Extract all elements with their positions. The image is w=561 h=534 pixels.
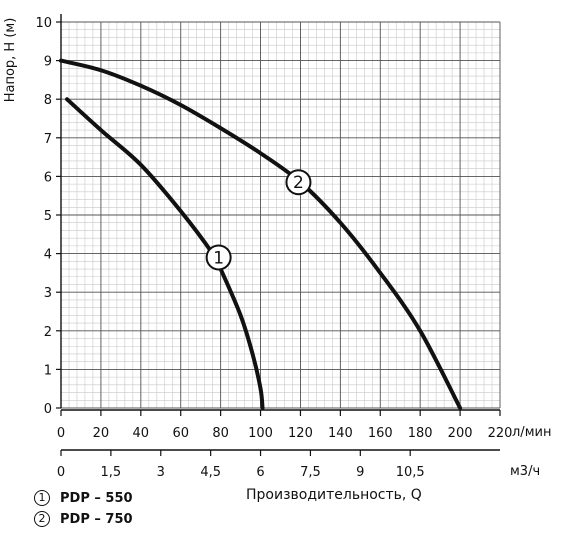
x-tick-lmin-label: 60 — [172, 426, 189, 441]
x-tick-m3h-label: 7,5 — [300, 465, 321, 480]
x-tick-m3h-label: 3 — [157, 465, 165, 480]
legend-item-1: 1 PDP – 550 — [34, 488, 133, 508]
y-tick-label: 3 — [44, 286, 52, 301]
x-tick-lmin-label: 80 — [212, 426, 229, 441]
x-tick-lmin-label: 120 — [288, 426, 313, 441]
curve-marker-label-2: 2 — [293, 173, 304, 193]
labels: 12 — [205, 169, 312, 271]
curve-marker-2 — [285, 169, 312, 196]
legend-marker-2: 2 — [34, 511, 50, 527]
x-tick-lmin-label: 180 — [408, 426, 433, 441]
x-tick-lmin-label: 20 — [93, 426, 110, 441]
y-tick-label: 2 — [44, 325, 52, 340]
y-tick-label: 1 — [44, 363, 52, 378]
y-axis-title: Напор, H (м) — [3, 18, 18, 103]
legend-item-2: 2 PDP – 750 — [34, 509, 133, 529]
y-tick-label: 8 — [44, 93, 52, 108]
curve-marker-1 — [205, 244, 232, 271]
x-unit-bottom: м3/ч — [510, 464, 540, 479]
curve-marker-label-1: 1 — [213, 248, 224, 268]
x-tick-lmin-label: 140 — [328, 426, 353, 441]
y-tick-label: 5 — [44, 209, 52, 224]
curve-series-2 — [59, 58, 463, 410]
x-tick-lmin-label: 200 — [448, 426, 473, 441]
x-tick-m3h-label: 1,5 — [101, 465, 122, 480]
x-tick-lmin-label: 220 — [488, 426, 513, 441]
x-unit-top: л/мин — [512, 425, 551, 440]
grid-major — [60, 21, 501, 409]
y-tick-label: 9 — [44, 55, 52, 70]
y-tick-label: 0 — [44, 402, 52, 417]
y-tick-label: 10 — [35, 16, 52, 31]
y-tick-label: 7 — [44, 132, 52, 147]
x-tick-m3h-label: 10,5 — [396, 465, 425, 480]
legend-label-1: PDP – 550 — [60, 490, 133, 506]
x-tick-m3h-label: 4,5 — [200, 465, 221, 480]
x-tick-lmin-label: 40 — [133, 426, 150, 441]
x-tick-lmin-label: 0 — [57, 426, 65, 441]
legend-label-2: PDP – 750 — [60, 511, 133, 527]
y-tick-label: 6 — [44, 170, 52, 185]
x-tick-lmin-label: 160 — [368, 426, 393, 441]
x-tick-lmin-label: 100 — [248, 426, 273, 441]
x-axis-title: Производительность, Q — [246, 487, 422, 503]
x-tick-m3h-label: 9 — [356, 465, 364, 480]
y-tick-label: 4 — [44, 248, 52, 263]
x-tick-m3h-label: 0 — [57, 465, 65, 480]
x-tick-m3h-label: 6 — [256, 465, 264, 480]
legend-marker-1: 1 — [34, 490, 50, 506]
